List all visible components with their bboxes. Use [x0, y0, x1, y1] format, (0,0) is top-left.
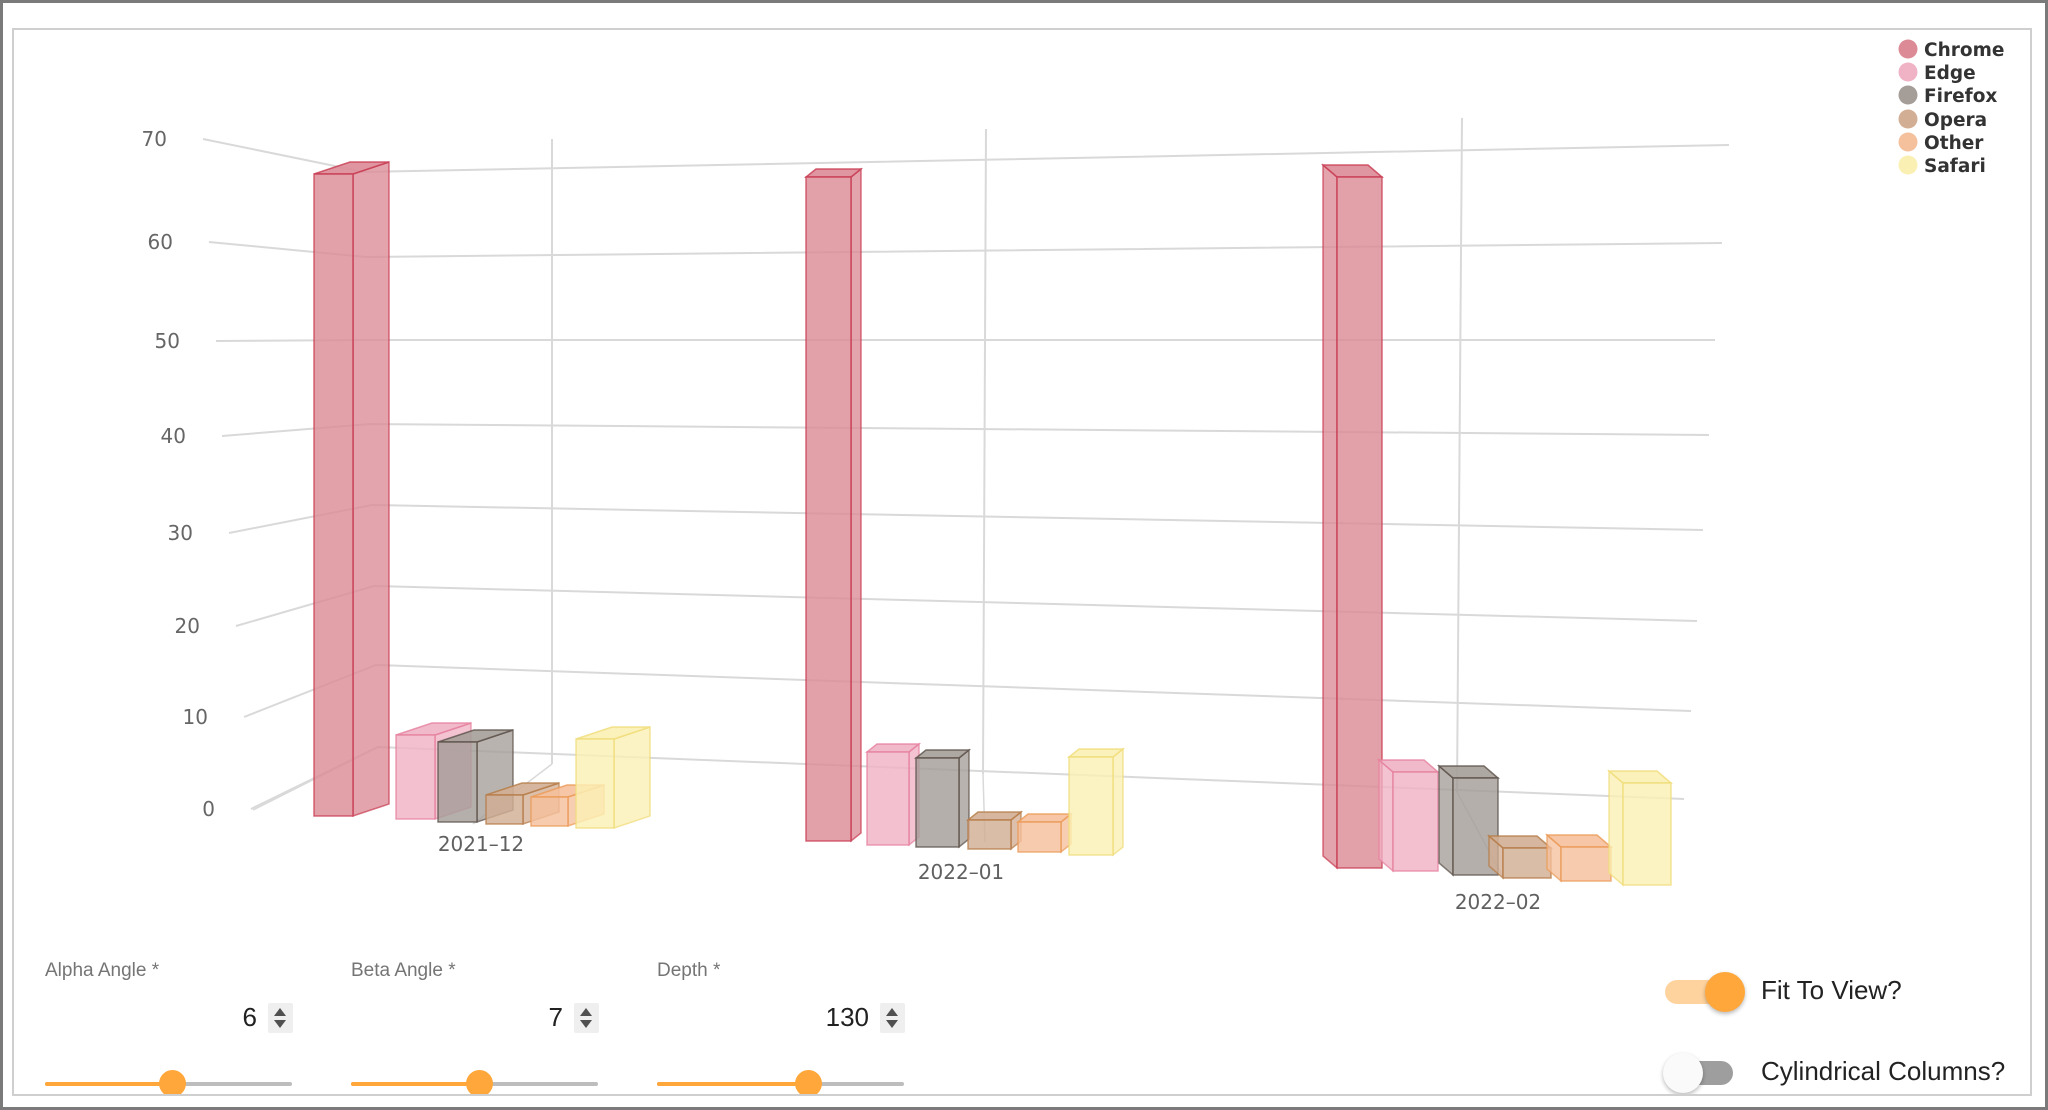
- x-category-label: 2022–02: [1455, 890, 1541, 914]
- chart-panel: 0 10 20 30 40 50 60 70 2021–12 2022–01 2022–02 Ch…: [12, 28, 2032, 1096]
- gridline: [235, 584, 1698, 627]
- y-tick-label: 70: [142, 127, 167, 151]
- bar-opera-2022-02[interactable]: [1486, 834, 1554, 880]
- bar-chrome-2021-12[interactable]: [313, 160, 390, 818]
- legend-label: Opera: [1924, 110, 1987, 131]
- cylindrical-columns-label[interactable]: Cylindrical Columns?: [1761, 1056, 2006, 1086]
- legend-item-edge[interactable]: Edge: [1898, 62, 1976, 85]
- x-axis-labels: 2021–12 2022–01 2022–02: [438, 832, 1541, 914]
- legend-label: Edge: [1924, 63, 1976, 84]
- legend-marker-icon: [1898, 39, 1918, 59]
- bar-edge-2022-01[interactable]: [864, 742, 922, 847]
- alpha-angle-slider-fill: [45, 1082, 172, 1086]
- bar-other-2022-01[interactable]: [1015, 812, 1074, 854]
- depth-slider[interactable]: [657, 1082, 904, 1086]
- alpha-angle-slider-thumb[interactable]: [159, 1070, 186, 1094]
- legend-label: Chrome: [1924, 40, 2004, 61]
- legend-item-chrome[interactable]: Chrome: [1898, 39, 2005, 62]
- 3d-column-chart: 0 10 20 30 40 50 60 70 2021–12 2022–01 2022–02 Ch…: [142, 39, 2005, 914]
- depth-spinner[interactable]: [880, 1003, 905, 1033]
- gridline: [221, 422, 1710, 437]
- bar-other-2022-02[interactable]: [1544, 833, 1614, 883]
- bar-firefox-2022-01[interactable]: [913, 748, 972, 849]
- legend-item-firefox[interactable]: Firefox: [1898, 85, 1998, 108]
- bar-opera-2022-01[interactable]: [965, 810, 1024, 851]
- gridline: [215, 339, 1715, 342]
- y-tick-label: 60: [148, 230, 173, 254]
- legend-marker-icon: [1898, 155, 1918, 175]
- beta-angle-label: Beta Angle *: [351, 960, 456, 981]
- beta-angle-value[interactable]: 7: [548, 1002, 563, 1032]
- alpha-angle-label: Alpha Angle *: [45, 960, 160, 981]
- y-tick-label: 30: [168, 521, 193, 545]
- cylindrical-columns-toggle[interactable]: Cylindrical Columns?: [1663, 1053, 2025, 1094]
- y-tick-label: 50: [155, 329, 180, 353]
- gridline: [202, 138, 1730, 174]
- legend-marker-icon: [1898, 132, 1918, 152]
- legend-marker-icon: [1898, 85, 1918, 105]
- beta-angle-slider-thumb[interactable]: [466, 1070, 493, 1094]
- legend-item-opera[interactable]: Opera: [1898, 109, 1988, 132]
- legend-marker-icon: [1898, 62, 1918, 82]
- legend-item-safari[interactable]: Safari: [1898, 155, 1986, 178]
- legend-item-other[interactable]: Other: [1898, 132, 1985, 155]
- depth-value[interactable]: 130: [825, 1002, 869, 1032]
- spin-up-icon[interactable]: [886, 1008, 898, 1016]
- spin-up-icon[interactable]: [580, 1008, 592, 1016]
- beta-angle-spinner[interactable]: [574, 1003, 599, 1033]
- depth-label: Depth *: [657, 960, 721, 981]
- depth-input[interactable]: 130: [787, 1000, 917, 1036]
- alpha-angle-spinner[interactable]: [268, 1003, 293, 1033]
- legend-label: Safari: [1924, 156, 1986, 177]
- fit-to-view-toggle[interactable]: Fit To View?: [1665, 972, 2025, 1020]
- y-axis-labels: 0 10 20 30 40 50 60 70: [142, 127, 215, 821]
- category-divider: [1456, 117, 1463, 793]
- bar-safari-2021-12[interactable]: [575, 725, 651, 830]
- bars: [313, 160, 1674, 887]
- bar-chrome-2022-01[interactable]: [803, 167, 864, 843]
- depth-slider-fill: [657, 1082, 808, 1086]
- legend-label: Other: [1924, 133, 1984, 154]
- x-category-label: 2021–12: [438, 832, 524, 856]
- gridline: [208, 241, 1723, 259]
- y-tick-label: 0: [202, 797, 215, 821]
- y-tick-label: 20: [175, 614, 200, 638]
- spin-down-icon[interactable]: [886, 1020, 898, 1028]
- gridline: [228, 503, 1704, 534]
- bar-edge-2022-02[interactable]: [1376, 758, 1441, 873]
- bar-safari-2022-02[interactable]: [1606, 769, 1674, 887]
- depth-slider-thumb[interactable]: [795, 1070, 822, 1094]
- fit-to-view-thumb[interactable]: [1705, 972, 1745, 1012]
- spin-down-icon[interactable]: [274, 1020, 286, 1028]
- beta-angle-slider-fill: [351, 1082, 479, 1086]
- legend-label: Firefox: [1924, 86, 1997, 107]
- y-tick-label: 10: [183, 705, 208, 729]
- spin-up-icon[interactable]: [274, 1008, 286, 1016]
- alpha-angle-input[interactable]: 6: [175, 1000, 305, 1036]
- x-category-label: 2022–01: [918, 860, 1004, 884]
- gridline: [243, 663, 1692, 718]
- spin-down-icon[interactable]: [580, 1020, 592, 1028]
- legend-marker-icon: [1898, 109, 1918, 129]
- y-tick-label: 40: [161, 424, 186, 448]
- bar-chrome-2022-02[interactable]: [1320, 163, 1385, 870]
- bar-safari-2022-01[interactable]: [1066, 747, 1126, 857]
- alpha-angle-value[interactable]: 6: [242, 1002, 257, 1032]
- cylindrical-columns-thumb[interactable]: [1663, 1053, 1703, 1093]
- category-divider: [982, 128, 987, 775]
- fit-to-view-label[interactable]: Fit To View?: [1761, 975, 1902, 1005]
- beta-angle-input[interactable]: 7: [481, 1000, 611, 1036]
